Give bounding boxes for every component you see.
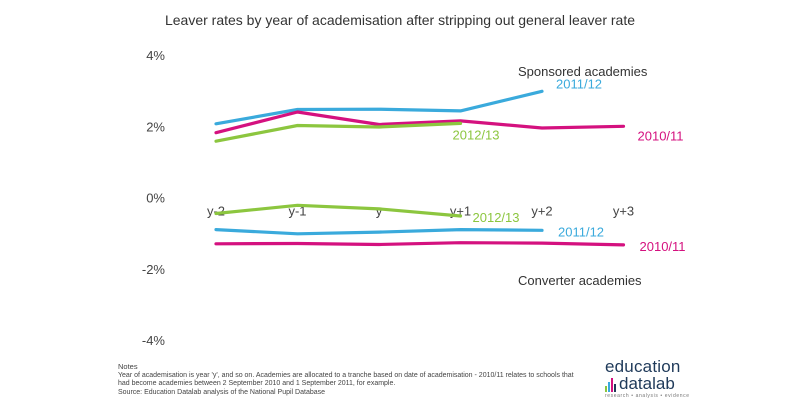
series-line bbox=[214, 89, 544, 126]
logo-bar bbox=[605, 386, 607, 392]
group-label-converter: Converter academies bbox=[518, 273, 642, 288]
notes-line: Year of academisation is year 'y', and s… bbox=[118, 371, 574, 379]
logo-bar bbox=[608, 382, 610, 392]
series-line bbox=[214, 203, 463, 218]
y-tick-label: -2% bbox=[142, 262, 166, 277]
series-label: 2012/13 bbox=[473, 210, 520, 225]
series-line bbox=[214, 228, 544, 236]
logo-word-education: education bbox=[605, 357, 681, 376]
x-tick-label: y bbox=[376, 204, 383, 219]
y-tick-label: 2% bbox=[146, 119, 165, 134]
y-tick-label: -4% bbox=[142, 333, 166, 348]
logo-word-datalab: datalab bbox=[619, 374, 675, 393]
series-label: 2012/13 bbox=[453, 127, 500, 142]
group-label-sponsored: Sponsored academies bbox=[518, 64, 648, 79]
series-line bbox=[214, 110, 626, 135]
y-tick-label: 4% bbox=[146, 48, 165, 63]
y-tick-label: 0% bbox=[146, 191, 165, 206]
chart-notes: Notes Year of academisation is year 'y',… bbox=[118, 362, 588, 397]
series-line bbox=[214, 121, 463, 143]
x-tick-label: y+3 bbox=[613, 204, 634, 219]
notes-title: Notes bbox=[118, 362, 138, 371]
series-label: 2010/11 bbox=[640, 239, 686, 254]
logo-bar bbox=[614, 384, 616, 392]
x-tick-label: y-2 bbox=[207, 204, 225, 219]
series-line bbox=[214, 241, 626, 247]
notes-line: had become academies between 2 September… bbox=[118, 380, 396, 388]
series-label: 2010/11 bbox=[638, 128, 684, 143]
notes-source: Source: Education Datalab analysis of th… bbox=[118, 388, 326, 396]
series-label: 2011/12 bbox=[556, 76, 602, 91]
logo-bars-icon bbox=[605, 378, 617, 392]
education-datalab-logo: education datalab research • analysis • … bbox=[605, 358, 695, 399]
chart-title: Leaver rates by year of academisation af… bbox=[164, 12, 636, 28]
series-label: 2011/12 bbox=[558, 224, 604, 239]
logo-bar bbox=[611, 378, 613, 392]
logo-tagline: research • analysis • evidence bbox=[605, 393, 690, 399]
x-tick-label: y+2 bbox=[531, 204, 552, 219]
